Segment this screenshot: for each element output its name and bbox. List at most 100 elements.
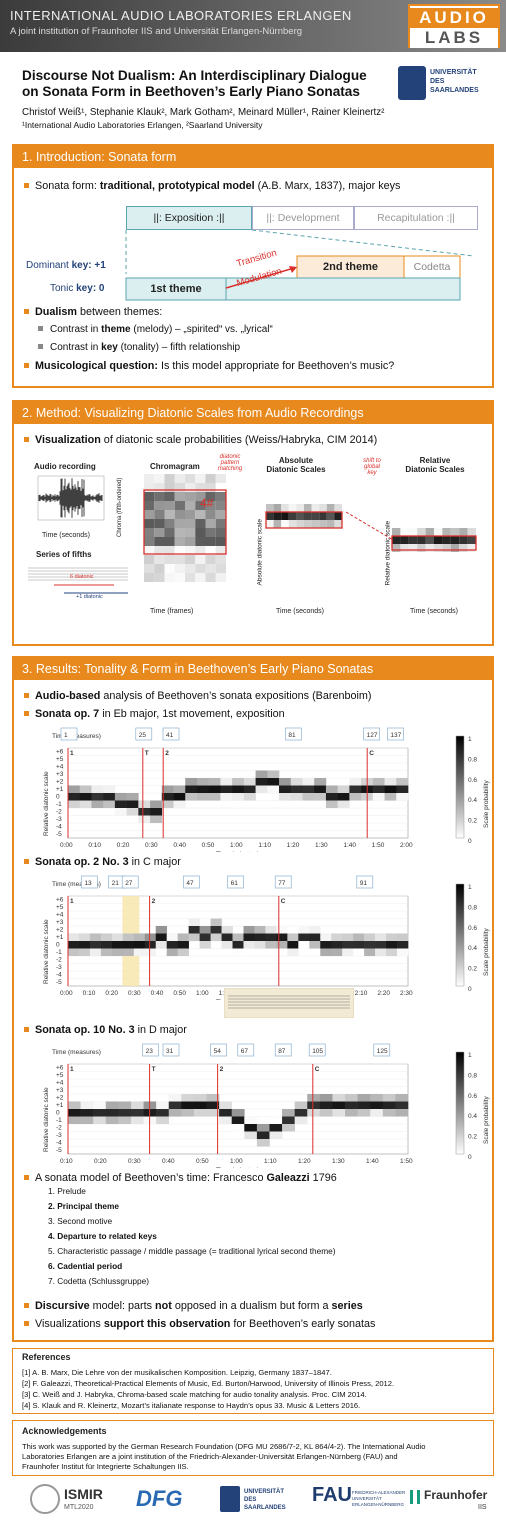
colorbar-tick: 0 [468, 838, 472, 845]
heatmap-cell [199, 941, 211, 949]
x-tick-label: 0:50 [196, 1158, 209, 1165]
x-tick-label: 0:00 [60, 990, 73, 997]
x-tick-label: 0:10 [83, 990, 96, 997]
ismir-sub: MTL2020 [64, 1504, 94, 1511]
heatmap-cell [232, 948, 244, 956]
heatmap-cell [325, 785, 338, 793]
y-tick-label: +6 [56, 749, 64, 756]
heatmap-cell [166, 948, 178, 956]
heatmap-cell [68, 1109, 81, 1117]
y-tick-label: +2 [56, 1095, 64, 1102]
chromagram-ylabel: Chroma (fifth-ordered) [117, 477, 123, 537]
heatmap-cell [320, 948, 332, 956]
heatmap-cell [231, 1109, 245, 1117]
y-tick-label: -5 [56, 979, 62, 986]
y-tick-label: +1 [56, 1102, 64, 1109]
heatmap-cell [126, 808, 139, 816]
heatmap-cell [231, 1116, 245, 1124]
heatmap-cell [349, 793, 362, 801]
heatmap-cell [193, 1109, 207, 1117]
form-marker-label: 2 [152, 898, 156, 905]
x-tick-label: 1:00 [230, 842, 243, 849]
heatmap-cell [206, 1094, 220, 1102]
heatmap-cell [93, 1116, 107, 1124]
heatmap-cell [126, 793, 139, 801]
bullet-discursive: Discursive model: parts not opposed in a… [24, 1300, 363, 1312]
measure-box [81, 875, 98, 889]
heatmap-cell [254, 941, 266, 949]
heatmap-cell [307, 1109, 321, 1117]
rel-ylabel: Relative diatonic scale [384, 520, 392, 586]
x-tick-label: 1:20 [287, 842, 300, 849]
measure-label: 91 [360, 880, 368, 887]
heatmap-cell [78, 933, 91, 941]
heatmap-cell [206, 1109, 220, 1117]
measure-box [356, 875, 374, 889]
heatmap-cell [342, 941, 354, 949]
x-tick-label: 0:10 [88, 842, 101, 849]
heatmap-cell [144, 933, 157, 941]
heatmap-cell [244, 1124, 258, 1132]
heatmap-cell [254, 933, 266, 941]
heatmap-cell [196, 778, 209, 786]
heatmap-cell [155, 941, 168, 949]
heatmap-cell [122, 941, 135, 949]
heatmap-cell [68, 933, 80, 941]
heatmap-cell [319, 1101, 333, 1109]
x-tick-label: 2:20 [377, 990, 390, 997]
measure-box [274, 1043, 292, 1057]
heatmap-cell [298, 933, 310, 941]
colorbar-tick: 0.8 [468, 1072, 477, 1079]
heatmap-cell [319, 1094, 333, 1102]
x-tick-label: 0:00 [60, 842, 73, 849]
heatmap-cell [243, 778, 256, 786]
heatmap-cell [319, 1109, 333, 1117]
audio-xlabel: Time (seconds) [42, 532, 90, 539]
measure-label: 67 [241, 1048, 249, 1055]
heatmap-cell [309, 941, 321, 949]
heatmap-cell [298, 941, 310, 949]
measure-label: 127 [367, 732, 378, 739]
form-marker-label: 1 [70, 1066, 74, 1073]
heatmap-cell [353, 948, 365, 956]
heatmap-cell [68, 785, 81, 793]
x-tick-label: 0:20 [117, 842, 130, 849]
heatmap-cell [168, 1094, 182, 1102]
heatmap-cell [111, 941, 124, 949]
section-results: 3. Results: Tonality & Form in Beethoven… [12, 656, 494, 1342]
abs-title: Absolute Diatonic Scales [266, 456, 326, 474]
y-tick-label: +1 [56, 934, 64, 941]
y-tick-label: +5 [56, 1072, 64, 1079]
heatmap-cell [68, 793, 81, 801]
y-tick-label: -5 [56, 831, 62, 838]
heatmap-cell [287, 933, 299, 941]
heatmap-cell [206, 1101, 220, 1109]
heatmap-cell [265, 926, 277, 934]
heatmap-cell [68, 948, 80, 956]
y-axis-label: Relative diatonic scale [43, 1087, 50, 1152]
heatmap-cell [396, 793, 409, 801]
heatmap-cell [294, 1109, 308, 1117]
heatmap-cell [265, 941, 277, 949]
heatmap-cell [364, 948, 376, 956]
uds-footer-text: UNIVERSITÄT DES SAARLANDES [244, 1489, 286, 1511]
y-tick-label: -1 [56, 801, 62, 808]
heatmap-cell [243, 941, 255, 949]
colorbar-label: Scale probability [483, 928, 490, 976]
fau-logo: FAU [312, 1484, 352, 1506]
heatmap-cell [332, 1094, 346, 1102]
y-tick-label: +6 [56, 897, 64, 904]
heatmap-cell [232, 933, 244, 941]
dominant-key-label: Dominant key: +1 [26, 260, 106, 271]
heatmap-cell [210, 926, 222, 934]
shift-note: shift to global key [363, 458, 381, 476]
y-tick-label: +2 [56, 779, 64, 786]
y-tick-label: -4 [56, 1140, 62, 1147]
heatmap-cell [133, 933, 146, 941]
form-marker-label: 1 [70, 750, 74, 757]
heatmap-cell [155, 933, 168, 941]
heatmap-cell [188, 926, 200, 934]
heatmap-cell [221, 941, 233, 949]
x-axis-label: Time (minutes) [216, 1167, 259, 1168]
form-marker-label: C [369, 750, 374, 757]
